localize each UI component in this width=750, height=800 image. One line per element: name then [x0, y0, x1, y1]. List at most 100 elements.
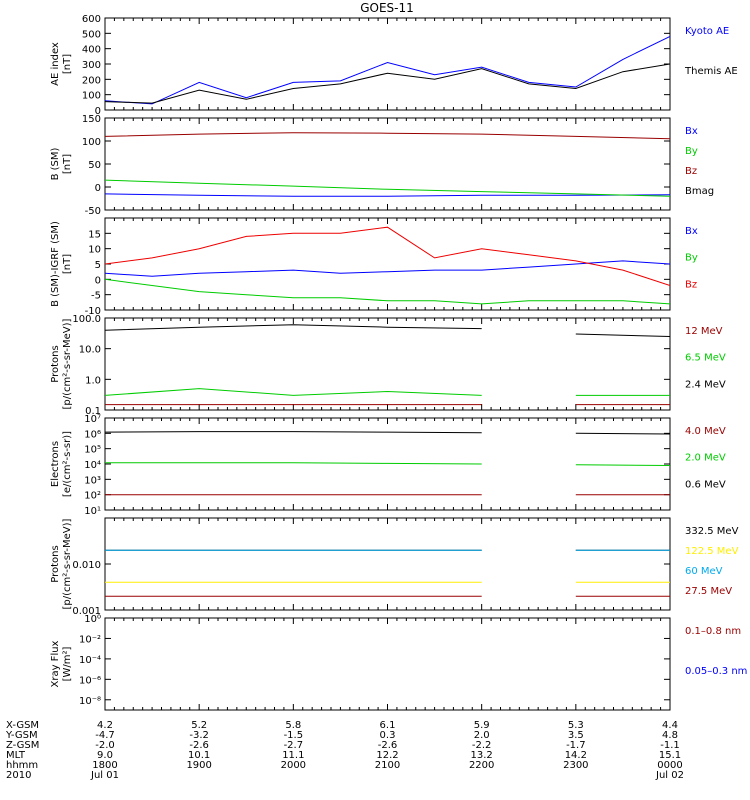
x-tick-value: Jul 01: [90, 770, 119, 781]
y-tick-label: 0.001: [72, 606, 101, 617]
y-tick-label: 0: [95, 183, 101, 194]
x-tick-value: -1.5: [284, 730, 304, 741]
panel-0: 0 100 200 300 400 500 600 AE index [nT] Kyoto AE T…: [50, 14, 738, 117]
y-tick-label: 10⁴: [84, 460, 101, 471]
series-line-1-2: [105, 132, 670, 140]
x-tick-value: 4.4: [662, 720, 678, 731]
y-tick-label: 10⁷: [84, 414, 101, 425]
y-tick-label: 5: [95, 260, 101, 271]
y-tick-label: 0: [95, 106, 101, 117]
x-tick-value: 2300: [563, 760, 588, 771]
y-tick-label: 10²: [84, 491, 101, 502]
x-tick-value: 15.1: [659, 750, 681, 761]
legend-label: 2.0 MeV: [685, 453, 726, 464]
series-line-1-0: [105, 193, 670, 197]
y-axis-label: [nT]: [62, 254, 73, 274]
x-tick-value: -2.6: [189, 740, 209, 751]
y-axis-label: B (SM)-IGRF (SM): [50, 221, 61, 307]
series-line-4-2: [105, 431, 670, 435]
plot-title: GOES-11: [360, 1, 414, 15]
x-row-label: Z-GSM: [6, 740, 39, 751]
y-tick-label: 100: [82, 137, 101, 148]
x-tick-value: 5.9: [474, 720, 490, 731]
y-tick-label: 10: [88, 245, 101, 256]
y-tick-label: 400: [82, 45, 101, 56]
panel-frame: [104, 317, 671, 411]
x-tick-value: 2200: [469, 760, 494, 771]
y-tick-label: -5: [91, 291, 101, 302]
x-tick-value: 4.2: [97, 720, 113, 731]
y-tick-label: 10.0: [79, 345, 101, 356]
legend-label: 0.05–0.3 nm: [685, 666, 747, 677]
series-line-2-1: [105, 278, 670, 305]
y-tick-label: 0.1: [85, 406, 101, 417]
x-row-label: MLT: [6, 750, 26, 761]
y-axis-label: Xray Flux: [50, 640, 61, 687]
x-tick-value: 1800: [92, 760, 117, 771]
legend-label: Themis AE: [684, 66, 738, 77]
y-axis-label: Protons: [50, 545, 61, 582]
y-tick-label: 15: [88, 229, 101, 240]
panel-frame: [104, 217, 671, 311]
x-tick-value: 14.2: [565, 750, 587, 761]
x-tick-value: 13.2: [471, 750, 493, 761]
x-row-label: 2010: [6, 770, 31, 781]
x-tick-value: -2.0: [95, 740, 115, 751]
y-axis-label: AE index: [50, 42, 61, 86]
x-row-label: hhmm: [6, 760, 38, 771]
y-tick-label: 10⁻⁶: [79, 675, 101, 686]
x-tick-value: 6.1: [380, 720, 396, 731]
legend-label: 332.5 MeV: [685, 526, 739, 537]
y-axis-label: [p/(cm²-s-sr-MeV)]: [62, 318, 73, 409]
x-row-label: X-GSM: [6, 720, 39, 731]
panel-3: 0.1 1.0 10.0 100.0 Protons [p/(cm²-s-sr-MeV)]…: [50, 314, 726, 417]
x-tick-value: 5.8: [285, 720, 301, 731]
x-tick-value: -1.1: [660, 740, 680, 751]
x-tick-value: 1900: [186, 760, 211, 771]
x-tick-value: -2.7: [284, 740, 304, 751]
y-tick-label: 100: [82, 91, 101, 102]
y-tick-label: 150: [82, 114, 101, 125]
y-tick-label: 10⁵: [84, 445, 101, 456]
panel-6: 10⁻⁸ 10⁻⁶ 10⁻⁴ 10⁻² 10⁰ Xray Flux [W/m²] 0.1–0.…: [50, 614, 747, 711]
series-line-1-1: [105, 179, 670, 197]
legend-label: 0.1–0.8 nm: [685, 626, 741, 637]
y-tick-label: 10³: [84, 475, 101, 486]
y-tick-label: 10⁻²: [79, 634, 101, 645]
series-line-0-0: [105, 35, 670, 105]
x-tick-value: 5.2: [191, 720, 207, 731]
series-line-3-2: [105, 324, 670, 337]
legend-label: 2.4 MeV: [685, 379, 726, 390]
y-axis-label: B (SM): [50, 147, 61, 180]
x-tick-value: 0000: [657, 760, 682, 771]
legend-label: By: [685, 146, 698, 157]
panel-2: -10 -5 0 5 10 15 B (SM)-IGRF (SM) [nT] Bx By Bz: [50, 217, 698, 317]
panel-4: 10¹ 10² 10³ 10⁴ 10⁵ 10⁶ 10⁷ Electrons [e/(cm²-s-…: [50, 414, 726, 517]
panel-1: -50 0 50 100 150 B (SM) [nT] Bx By Bz Bmag: [50, 114, 714, 217]
x-tick-value: 0.3: [380, 730, 396, 741]
y-tick-label: 100.0: [72, 314, 101, 325]
legend-label: 27.5 MeV: [685, 586, 732, 597]
x-tick-value: 10.1: [188, 750, 210, 761]
y-tick-label: 10¹: [84, 506, 101, 517]
panel-5: 0.001 0.010 Protons [p/(cm²-s-sr-MeV)] 332.5…: [50, 517, 739, 617]
y-tick-label: 50: [88, 160, 101, 171]
x-tick-value: -2.2: [472, 740, 492, 751]
x-row-label: Y-GSM: [5, 730, 38, 741]
x-tick-value: -1.7: [566, 740, 586, 751]
x-tick-value: -3.2: [189, 730, 209, 741]
legend-label: Bmag: [685, 186, 714, 197]
legend-label: Bz: [685, 279, 697, 290]
y-axis-label: [p/(cm²-s-sr-MeV)]: [62, 518, 73, 609]
legend-label: 0.6 MeV: [685, 479, 726, 490]
series-line-0-1: [105, 63, 670, 104]
series-line-3-1: [105, 388, 670, 396]
legend-label: By: [685, 253, 698, 264]
y-tick-label: 10⁶: [84, 429, 101, 440]
x-tick-value: -2.6: [378, 740, 398, 751]
y-axis-label: [e/(cm²-s-sr)]: [62, 431, 73, 497]
x-tick-value: 9.0: [97, 750, 113, 761]
legend-label: Bz: [685, 166, 697, 177]
